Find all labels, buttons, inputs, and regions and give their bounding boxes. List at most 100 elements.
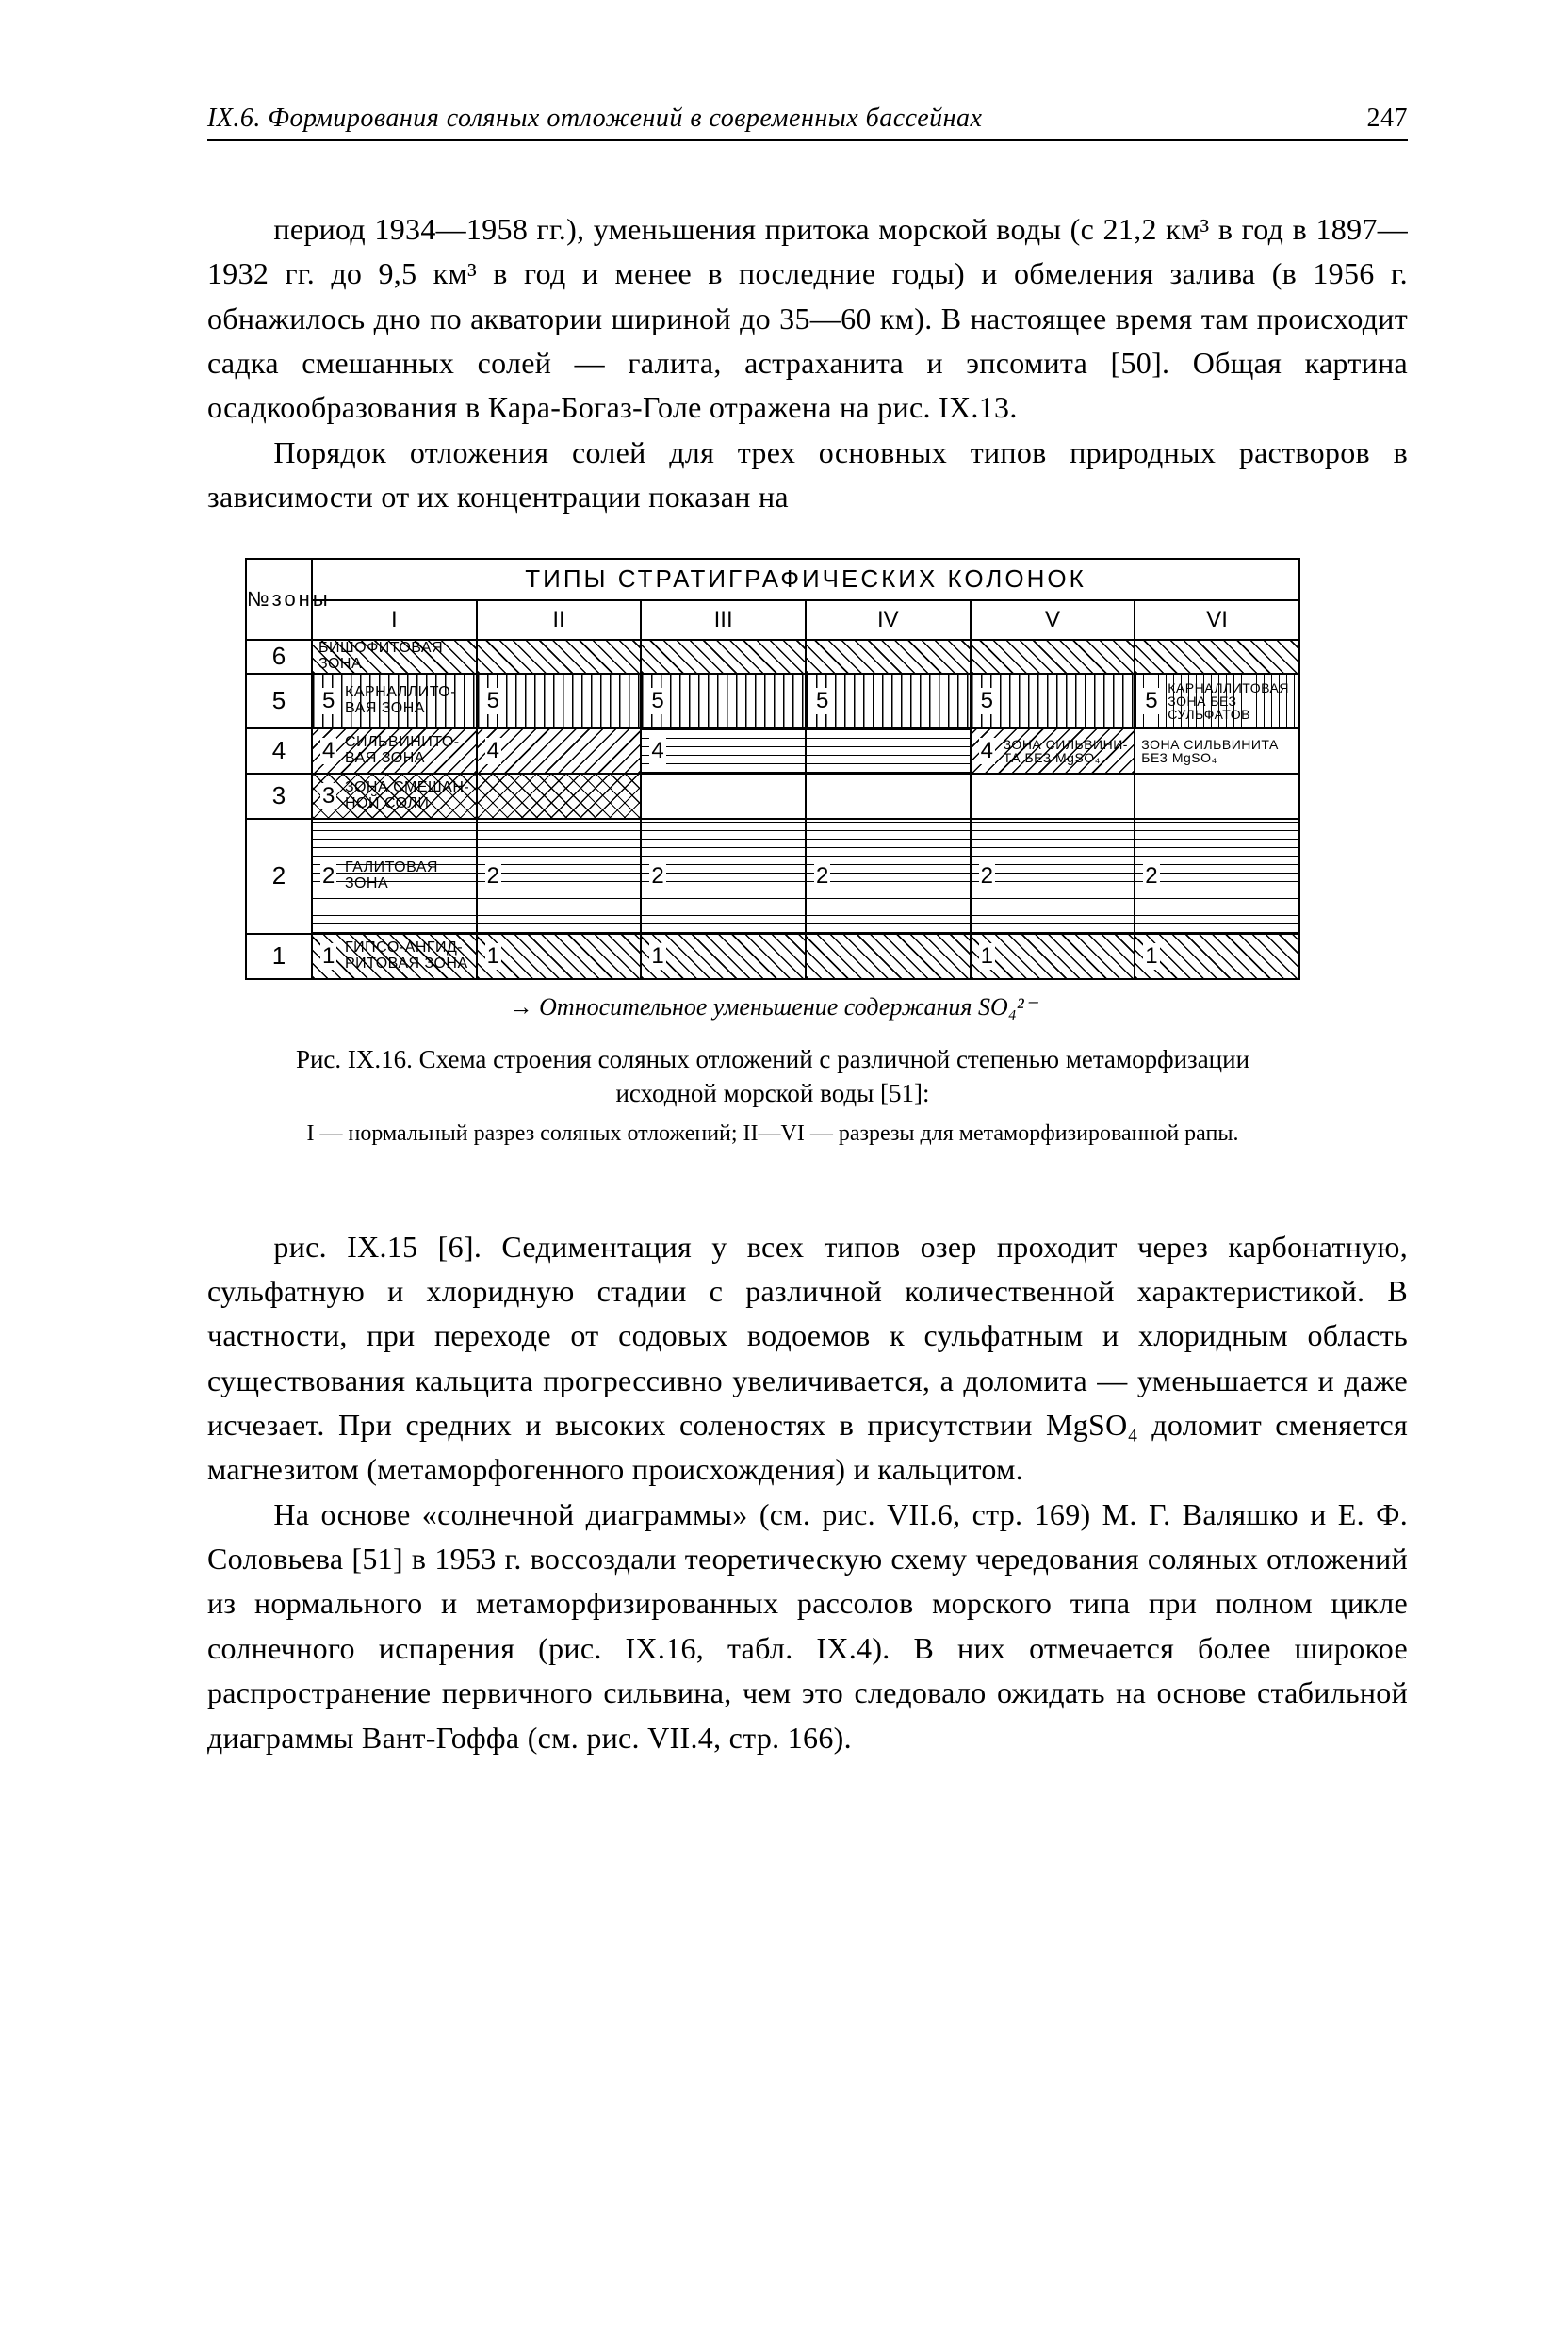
cell-pattern: 1	[478, 935, 641, 978]
strat-cell: 5	[806, 674, 971, 728]
stratigraphic-table: №зоны ТИПЫ СТРАТИГРАФИЧЕСКИХ КОЛОНОК I I…	[245, 558, 1300, 980]
cell-number: 5	[814, 688, 830, 714]
cell-pattern	[807, 935, 970, 978]
strat-cell	[971, 640, 1135, 674]
zone-number-cell: 2	[246, 819, 312, 934]
cell-pattern: 1	[1135, 935, 1298, 978]
cell-pattern: 5	[478, 675, 641, 727]
cell-label: СИЛЬВИНИТО-ВАЯ ЗОНА	[343, 735, 472, 767]
strat-cell	[971, 774, 1135, 819]
strat-cell	[1135, 640, 1299, 674]
strat-cell	[806, 728, 971, 774]
strat-cell	[641, 640, 806, 674]
cell-number: 2	[1143, 863, 1159, 890]
cell-label: КАРНАЛЛИТО-ВАЯ ЗОНА	[343, 685, 472, 717]
paragraph-2: Порядок отложения солей для трех основны…	[207, 431, 1408, 520]
strat-cell: 2ГАЛИТОВАЯ ЗОНА	[312, 819, 477, 934]
paragraph-1: период 1934—1958 гг.), уменьшения приток…	[207, 207, 1408, 431]
strat-cell: 1	[641, 934, 806, 979]
zone-header: №зоны	[246, 559, 312, 640]
zone-number: 3	[272, 781, 286, 809]
zone-number: 6	[272, 642, 286, 670]
cell-number: 1	[485, 943, 501, 970]
zone-number: 1	[272, 941, 286, 970]
cell-number: 5	[1143, 688, 1159, 714]
cell-number: 5	[485, 688, 501, 714]
cell-pattern: 5КАРНАЛЛИТОВАЯ ЗОНА БЕЗ СУЛЬФАТОВ	[1135, 675, 1298, 727]
strat-cell: ЗОНА СИЛЬВИНИТА БЕЗ MgSO₄	[1135, 728, 1299, 774]
col-VI: VI	[1135, 600, 1299, 640]
cell-pattern: 2ГАЛИТОВАЯ ЗОНА	[313, 820, 476, 933]
cell-number: 1	[320, 943, 336, 970]
cell-label: ЗОНА СИЛЬВИНИ-ТА БЕЗ MgSO₄	[1002, 738, 1131, 764]
strat-cell: 2	[806, 819, 971, 934]
cell-label: ЗОНА СМЕШАН-НОЙ СОЛИ	[343, 780, 472, 812]
strat-cell: 2	[641, 819, 806, 934]
cell-pattern: ЗОНА СИЛЬВИНИТА БЕЗ MgSO₄	[1135, 729, 1298, 773]
figure-footnote: I — нормальный разрез соляных отложений;…	[283, 1119, 1263, 1149]
table-row: 3 3 ЗОНА СМЕШАН-НОЙ СОЛИ	[246, 774, 1299, 819]
strat-cell: 1	[971, 934, 1135, 979]
cell-pattern: 2	[1135, 820, 1298, 933]
cell-pattern: 5	[807, 675, 970, 727]
figure-caption: Рис. IX.16. Схема строения соляных отлож…	[264, 1042, 1282, 1111]
cell-pattern	[807, 775, 970, 818]
zone-number-cell: 3	[246, 774, 312, 819]
cell-number: 3	[320, 783, 336, 809]
cell-pattern: 2	[972, 820, 1135, 933]
cell-number: 4	[979, 738, 995, 764]
strat-cell: 2	[971, 819, 1135, 934]
strat-cell: 5	[477, 674, 642, 728]
cell-number: 1	[1143, 943, 1159, 970]
cell-pattern: 1	[972, 935, 1135, 978]
cell-label: ЗОНА СИЛЬВИНИТА БЕЗ MgSO₄	[1139, 738, 1295, 764]
table-row: 6 БИШОФИТОВАЯ ЗОНА	[246, 640, 1299, 674]
strat-cell: БИШОФИТОВАЯ ЗОНА	[312, 640, 477, 674]
zone-number-cell: 6	[246, 640, 312, 674]
cell-pattern: БИШОФИТОВАЯ ЗОНА	[313, 641, 476, 673]
cell-pattern: 1ГИПСО-АНГИД-РИТОВАЯ ЗОНА	[313, 935, 476, 978]
paragraph-3: рис. IX.15 [6]. Седиментация у всех типо…	[207, 1225, 1408, 1493]
cell-number: 2	[979, 863, 995, 890]
cell-pattern: 5	[972, 675, 1135, 727]
cell-pattern: 5	[642, 675, 805, 727]
zone-number-cell: 5	[246, 674, 312, 728]
cell-pattern	[478, 641, 641, 673]
cell-pattern: 4 ЗОНА СИЛЬВИНИ-ТА БЕЗ MgSO₄	[972, 729, 1135, 773]
cell-number: 5	[649, 688, 665, 714]
running-header: IX.6. Формирования соляных отложений в с…	[207, 104, 1408, 141]
strat-cell: 1	[477, 934, 642, 979]
cell-number: 1	[979, 943, 995, 970]
strat-cell: 4	[641, 728, 806, 774]
cell-pattern	[642, 641, 805, 673]
cell-pattern	[1135, 775, 1298, 818]
page-number: 247	[1367, 104, 1409, 134]
cell-number: 2	[649, 863, 665, 890]
cell-number: 2	[485, 863, 501, 890]
table-row: 22ГАЛИТОВАЯ ЗОНА22222	[246, 819, 1299, 934]
cell-pattern: 4СИЛЬВИНИТО-ВАЯ ЗОНА	[313, 729, 476, 773]
zone-number-cell: 4	[246, 728, 312, 774]
col-I: I	[312, 600, 477, 640]
strat-cell: 4СИЛЬВИНИТО-ВАЯ ЗОНА	[312, 728, 477, 774]
col-III: III	[641, 600, 806, 640]
cell-pattern: 4	[642, 729, 805, 773]
strat-cell	[806, 774, 971, 819]
col-II: II	[477, 600, 642, 640]
section-title: IX.6. Формирования соляных отложений в с…	[207, 104, 982, 134]
cell-pattern	[1135, 641, 1298, 673]
cell-pattern: 3 ЗОНА СМЕШАН-НОЙ СОЛИ	[313, 775, 476, 818]
paragraph-4: На основе «солнечной диаграммы» (см. рис…	[207, 1493, 1408, 1760]
table-row: 11ГИПСО-АНГИД-РИТОВАЯ ЗОНА1111	[246, 934, 1299, 979]
cell-pattern: 4	[478, 729, 641, 773]
zone-number: 2	[272, 861, 286, 890]
strat-cell: 5	[641, 674, 806, 728]
figure-ix16: №зоны ТИПЫ СТРАТИГРАФИЧЕСКИХ КОЛОНОК I I…	[245, 558, 1300, 1150]
cell-pattern	[807, 729, 970, 773]
strat-cell: 5	[971, 674, 1135, 728]
col-IV: IV	[806, 600, 971, 640]
cell-number: 4	[485, 738, 501, 764]
zone-number: 5	[272, 686, 286, 714]
strat-cell	[641, 774, 806, 819]
cell-number: 1	[649, 943, 665, 970]
